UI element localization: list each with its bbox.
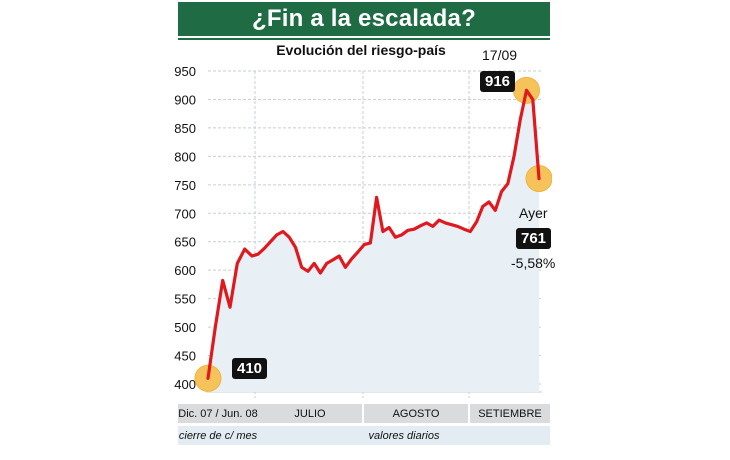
- series-line: [206, 88, 541, 380]
- peak-value-badge: 916: [480, 71, 516, 92]
- y-tick-label: 750: [174, 178, 196, 193]
- last-value-badge: 761: [516, 228, 552, 249]
- y-tick-label: 900: [174, 92, 196, 107]
- y-tick-label: 550: [174, 292, 196, 307]
- x-section-julio: JULIO: [258, 404, 362, 423]
- series-area: [208, 90, 539, 393]
- y-tick-label: 600: [174, 263, 196, 278]
- x-note-monthly: cierre de c/ mes: [178, 426, 258, 445]
- x-section-agosto: AGOSTO: [364, 404, 468, 423]
- last-date-label: Ayer: [519, 205, 548, 221]
- y-tick-label: 500: [174, 320, 196, 335]
- y-tick-label: 950: [174, 64, 196, 79]
- y-tick-label: 850: [174, 121, 196, 136]
- y-tick-label: 650: [174, 235, 196, 250]
- last-change-label: -5,58%: [511, 255, 556, 271]
- infographic-card: ¿Fin a la escalada? Evolución del riesgo…: [170, 0, 556, 460]
- x-section-setiembre: SETIEMBRE: [470, 404, 550, 423]
- chart-title: ¿Fin a la escalada?: [178, 2, 550, 36]
- start-value-badge: 410: [232, 358, 268, 379]
- y-tick-label: 400: [174, 377, 196, 392]
- peak-date-label: 17/09: [482, 47, 518, 63]
- chart-subtitle: Evolución del riesgo-país: [276, 42, 446, 58]
- y-tick-label: 800: [174, 149, 196, 164]
- x-note-daily: valores diarios: [258, 426, 550, 445]
- x-section-monthly: Dic. 07 / Jun. 08: [178, 404, 258, 423]
- title-divider: [178, 38, 550, 40]
- y-tick-label: 700: [174, 206, 196, 221]
- y-tick-label: 450: [174, 349, 196, 364]
- line-chart: 400 450 500 550 600 650 700 750 800 850 900 950: [174, 64, 552, 398]
